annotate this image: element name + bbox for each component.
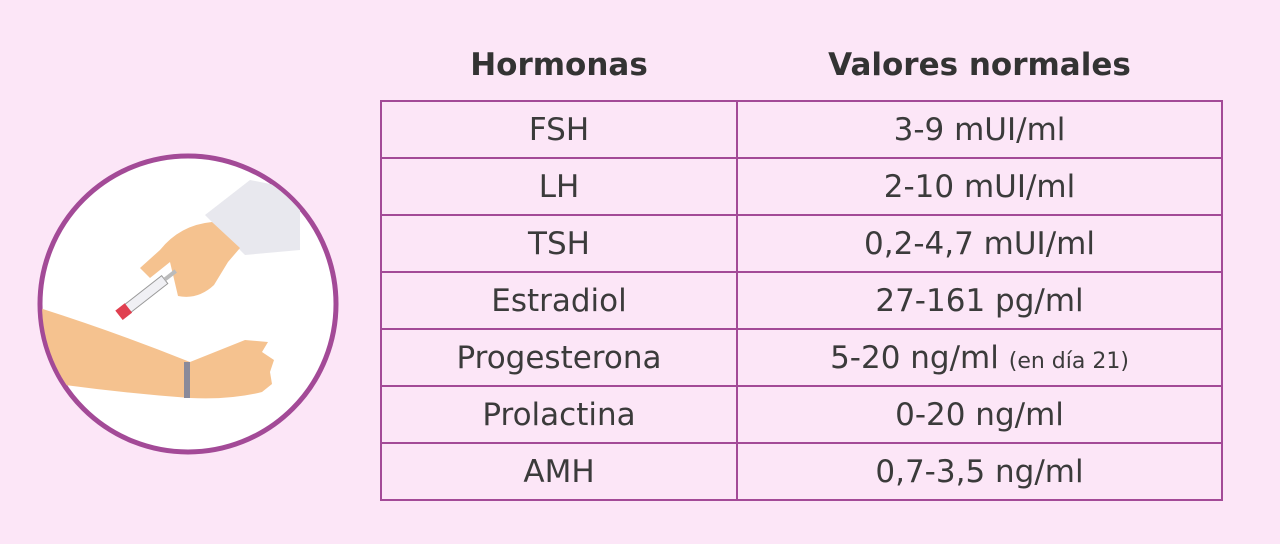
value-note: (en día 21) [1008,348,1129,374]
hormone-cell: Prolactina [380,385,738,444]
circle-frame [37,153,339,455]
illustration [37,153,339,455]
table-row: Prolactina 0-20 ng/ml [380,385,1223,444]
hormone-cell: AMH [380,442,738,501]
arm [42,305,190,398]
value-text: 2-10 mUI/ml [883,168,1076,205]
hormone-cell: LH [380,157,738,216]
value-cell: 0,7-3,5 ng/ml [736,442,1223,501]
value-cell: 0,2-4,7 mUI/ml [736,214,1223,273]
value-text: 5-20 ng/ml [830,339,999,376]
value-text: 0,7-3,5 ng/ml [875,453,1084,490]
hormone-cell: Progesterona [380,328,738,387]
table-row: LH 2-10 mUI/ml [380,157,1223,216]
value-cell: 27-161 pg/ml [736,271,1223,330]
hormone-cell: FSH [380,100,738,159]
arm-scene [42,180,300,399]
table-row: Progesterona 5-20 ng/ml (en día 21) [380,328,1223,387]
value-text: 0-20 ng/ml [895,396,1064,433]
value-text: 3-9 mUI/ml [893,111,1066,148]
value-text: 0,2-4,7 mUI/ml [864,225,1095,262]
table-row: AMH 0,7-3,5 ng/ml [380,442,1223,501]
hormone-table: Hormonas Valores normales FSH 3-9 mUI/ml LH… [380,30,1223,501]
doctor-hand [140,222,240,297]
column-header: Hormonas [470,47,648,83]
bracelet [184,362,190,398]
hormone-cell: Estradiol [380,271,738,330]
table-row: FSH 3-9 mUI/ml [380,100,1223,159]
value-cell: 5-20 ng/ml (en día 21) [736,328,1223,387]
value-cell: 0-20 ng/ml [736,385,1223,444]
syringe [115,269,177,321]
hand [190,340,274,399]
table-row: Estradiol 27-161 pg/ml [380,271,1223,330]
value-cell: 3-9 mUI/ml [736,100,1223,159]
value-text: 27-161 pg/ml [875,282,1084,319]
value-cell: 2-10 mUI/ml [736,157,1223,216]
column-header: Valores normales [828,47,1131,83]
hormone-cell: TSH [380,214,738,273]
sleeve [205,180,300,255]
table-row: TSH 0,2-4,7 mUI/ml [380,214,1223,273]
